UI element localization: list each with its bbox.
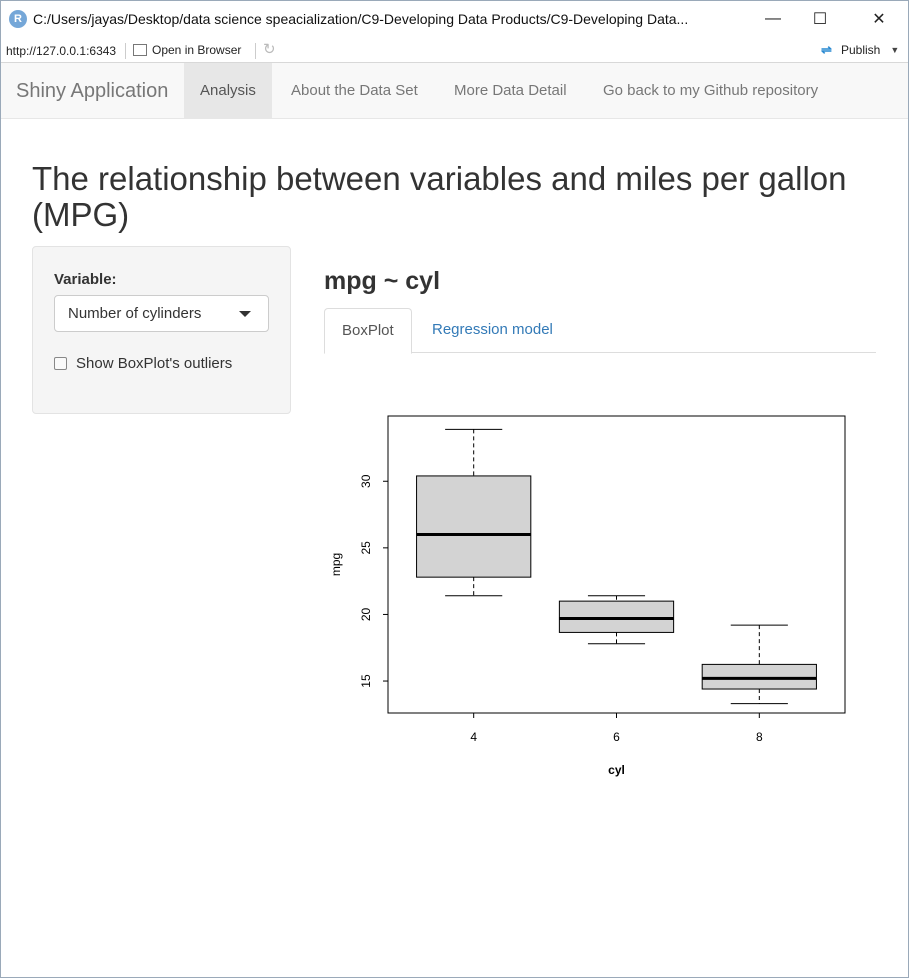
- publish-label: Publish: [841, 43, 881, 57]
- maximize-button[interactable]: ☐: [812, 11, 828, 28]
- refresh-icon[interactable]: ↻: [263, 41, 276, 58]
- tab-boxplot[interactable]: BoxPlot: [324, 308, 412, 354]
- y-tick-label: 15: [359, 674, 373, 688]
- outliers-checkbox[interactable]: [54, 357, 67, 370]
- main-tabs: BoxPlot Regression model: [324, 308, 876, 354]
- variable-select-value: Number of cylinders: [68, 305, 202, 322]
- nav-tab-more-data-detail[interactable]: More Data Detail: [454, 82, 567, 99]
- close-button[interactable]: ✕: [872, 11, 886, 28]
- nav-tab-github-repository[interactable]: Go back to my Github repository: [603, 82, 819, 99]
- variable-label: Variable:: [54, 271, 117, 288]
- nav-tab-about-data-set[interactable]: About the Data Set: [291, 82, 418, 99]
- x-axis-title: cyl: [608, 763, 625, 777]
- window-title: C:/Users/jayas/Desktop/data science spea…: [33, 11, 689, 27]
- sidebar-panel: Variable: Number of cylinders Show BoxPl…: [32, 246, 291, 414]
- browser-window-icon: [133, 44, 147, 56]
- nav-tab-analysis[interactable]: Analysis: [184, 63, 272, 118]
- y-tick-label: 30: [359, 474, 373, 488]
- publish-icon: ⇌: [821, 42, 832, 57]
- open-in-browser-label: Open in Browser: [152, 43, 242, 57]
- boxplot-chart: 4 6 8 15 20 25 30 cyl mpg: [329, 415, 846, 777]
- chevron-down-icon[interactable]: ▼: [890, 45, 900, 55]
- y-tick-label: 25: [359, 541, 373, 555]
- url-display: http://127.0.0.1:6343: [6, 44, 117, 58]
- tab-regression-model[interactable]: Regression model: [432, 321, 553, 338]
- x-tick-label: 4: [470, 730, 477, 744]
- minimize-button[interactable]: —: [765, 10, 781, 27]
- variable-select[interactable]: Number of cylinders: [54, 295, 269, 332]
- page-title: The relationship between variables and m…: [32, 160, 847, 233]
- y-axis-title: mpg: [329, 553, 343, 576]
- r-app-icon: R: [9, 10, 27, 28]
- x-tick-label: 8: [756, 730, 763, 744]
- navbar-brand: Shiny Application: [16, 80, 169, 102]
- toolbar-divider: [255, 43, 256, 59]
- viewer-toolbar: http://127.0.0.1:6343 Open in Browser ↻ …: [1, 39, 908, 63]
- title-bar: R C:/Users/jayas/Desktop/data science sp…: [1, 1, 908, 39]
- open-in-browser-button[interactable]: Open in Browser: [133, 43, 241, 57]
- x-tick-label: 6: [613, 730, 620, 744]
- outliers-option[interactable]: Show BoxPlot's outliers: [54, 355, 232, 372]
- outliers-checkbox-label[interactable]: Show BoxPlot's outliers: [76, 355, 233, 372]
- caret-down-icon: [239, 311, 251, 317]
- box-iqr-6: [558, 600, 675, 633]
- y-tick-label: 20: [359, 607, 373, 621]
- box-iqr-8: [701, 663, 817, 690]
- app-navbar: Shiny Application Analysis About the Dat…: [1, 63, 908, 119]
- box-iqr-4: [416, 475, 532, 578]
- formula-heading: mpg ~ cyl: [324, 267, 441, 295]
- publish-button[interactable]: ⇌ Publish ▼: [821, 42, 900, 58]
- toolbar-divider: [125, 43, 126, 59]
